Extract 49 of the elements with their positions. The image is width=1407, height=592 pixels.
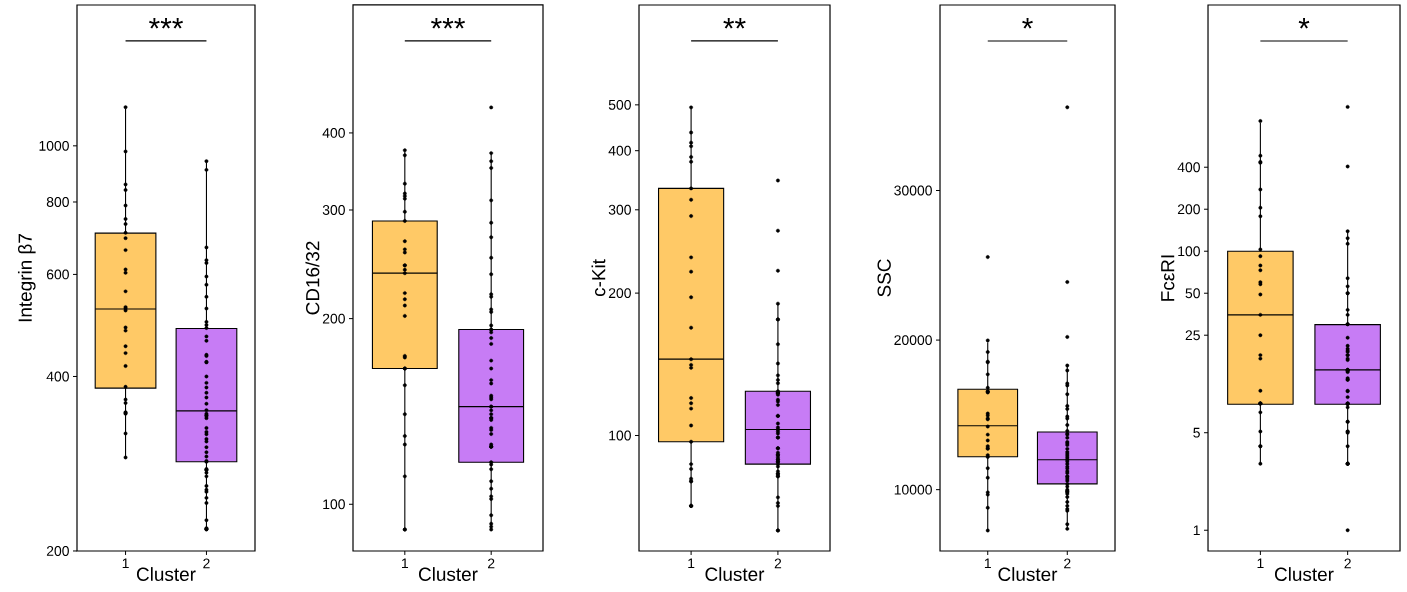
annotation: * — [1022, 18, 1033, 29]
y-tick-label: 400 — [322, 127, 345, 138]
x-axis-title: Cluster — [418, 567, 478, 581]
x-tick-label: 1 — [402, 558, 409, 569]
y-tick-label: 200 — [46, 546, 69, 556]
y-tick-label: 400 — [46, 371, 69, 382]
y-tick-label: 25 — [1185, 330, 1200, 341]
x-tick-label: 1 — [688, 558, 695, 569]
y-axis-title: Integrin β7 — [17, 234, 36, 322]
x-tick-label: 2 — [1344, 558, 1351, 569]
x-axis-title: Cluster — [705, 567, 765, 581]
y-tick-label: 300 — [322, 205, 345, 215]
y-tick-label: 600 — [46, 269, 69, 280]
x-tick-label: 2 — [203, 558, 210, 569]
y-tick-label: 10000 — [894, 484, 932, 495]
x-tick-label: 1 — [1257, 558, 1264, 569]
y-axis-title: FcεRI — [1161, 255, 1175, 301]
annotation: *** — [149, 18, 183, 29]
annotation: *** — [431, 18, 465, 29]
x-tick-label: 2 — [1064, 558, 1071, 569]
x-tick-label: 2 — [488, 558, 495, 569]
y-tick-label: 50 — [1185, 288, 1200, 299]
y-tick-label: 300 — [608, 204, 631, 215]
y-axis-title: SSC — [877, 259, 891, 297]
y-tick-label: 1000 — [39, 140, 69, 151]
x-tick-label: 1 — [984, 558, 991, 569]
annotation: ** — [723, 18, 746, 29]
y-tick-label: 800 — [46, 197, 69, 207]
y-tick-label: 30000 — [894, 185, 932, 196]
x-tick-label: 1 — [122, 558, 129, 569]
y-tick-label: 400 — [608, 145, 631, 156]
y-tick-label: 200 — [608, 288, 631, 299]
x-axis-title: Cluster — [136, 567, 196, 581]
x-tick-label: 2 — [774, 558, 782, 569]
annotation: * — [1298, 18, 1310, 29]
y-tick-label: 100 — [609, 430, 631, 441]
y-tick-label: 5 — [1193, 427, 1200, 438]
y-tick-label: 20000 — [894, 335, 932, 346]
y-tick-label: 500 — [608, 99, 631, 110]
y-axis-title: c-Kit — [591, 259, 606, 297]
y-tick-label: 100 — [323, 499, 345, 510]
x-axis-title: Cluster — [998, 567, 1058, 581]
y-tick-label: 200 — [322, 313, 345, 324]
y-tick-label: 400 — [1177, 162, 1200, 173]
y-tick-label: 100 — [1178, 246, 1200, 257]
x-axis-title: Cluster — [1274, 567, 1334, 581]
y-tick-label: 200 — [1177, 204, 1200, 215]
y-axis-title: CD16/32 — [305, 241, 320, 315]
y-tick-label: 1 — [1193, 525, 1200, 536]
